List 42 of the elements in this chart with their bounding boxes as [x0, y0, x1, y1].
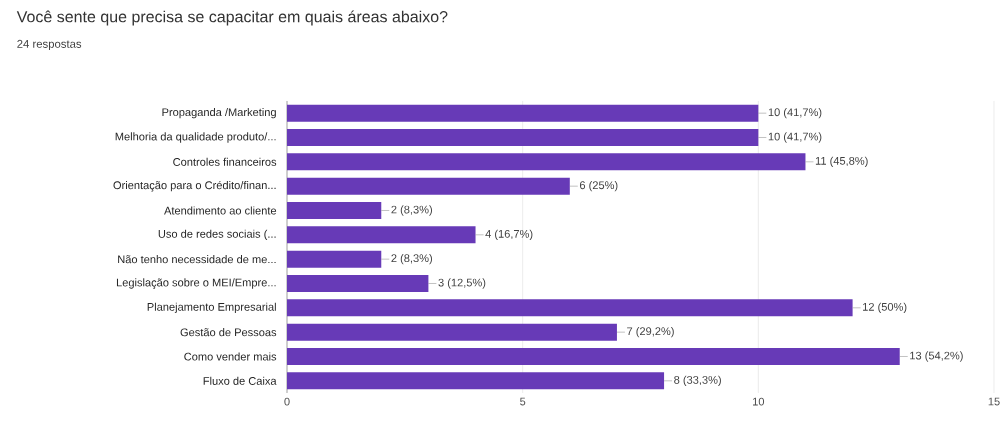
x-tick-label: 15	[988, 397, 1000, 406]
data-label: 4 (16,7%)	[485, 229, 533, 240]
data-label: 6 (25%)	[579, 181, 618, 192]
data-label: 7 (29,2%)	[627, 327, 674, 338]
x-tick-label: 10	[753, 397, 765, 406]
bar	[287, 372, 665, 390]
data-label: 2 (8,3%)	[391, 205, 432, 216]
data-label: 10 (41,7%)	[768, 108, 822, 119]
x-tick-label: 0	[284, 397, 290, 406]
y-tick-label: Não tenho necessidade de me...	[118, 255, 276, 264]
chart-title: Você sente que precisa se capacitar em quais áreas abaixo?	[16, 10, 448, 26]
bar	[287, 299, 853, 317]
bar	[287, 104, 759, 122]
bar	[287, 274, 429, 292]
bar	[287, 201, 382, 219]
data-label: 11 (45,8%)	[815, 156, 868, 167]
data-label: 2 (8,3%)	[391, 254, 432, 265]
y-tick-label: Melhoria da qualidade produto/...	[115, 132, 276, 143]
y-tick-label: Propaganda /Marketing	[162, 108, 276, 119]
y-tick-label: Atendimento ao cliente	[164, 206, 277, 215]
y-tick-label: Controles financeiros	[173, 157, 277, 166]
y-tick-label: Orientação para o Crédito/finan...	[113, 180, 276, 192]
bar	[287, 226, 476, 244]
bar	[287, 177, 570, 195]
y-tick-label: Como vender mais	[184, 352, 277, 361]
y-tick-label: Legislação sobre o MEI/Empre...	[116, 278, 276, 289]
bar	[287, 128, 759, 146]
data-label: 10 (41,7%)	[768, 132, 822, 143]
bar	[287, 153, 806, 171]
bar	[287, 323, 617, 341]
bar	[287, 347, 900, 365]
x-tick-label: 5	[520, 397, 526, 406]
data-label: 13 (54,2%)	[910, 351, 963, 362]
y-tick-label: Fluxo de Caixa	[203, 376, 277, 385]
data-label: 3 (12,5%)	[438, 278, 486, 289]
data-label: 12 (50%)	[863, 302, 907, 313]
y-tick-label: Planejamento Empresarial	[147, 302, 276, 313]
y-tick-label: Gestão de Pessoas	[180, 328, 277, 337]
y-tick-label: Uso de redes sociais (...	[158, 229, 276, 240]
data-label: 8 (33,3%)	[674, 375, 721, 386]
text: 24 respostas	[17, 39, 82, 51]
bar	[287, 250, 382, 268]
